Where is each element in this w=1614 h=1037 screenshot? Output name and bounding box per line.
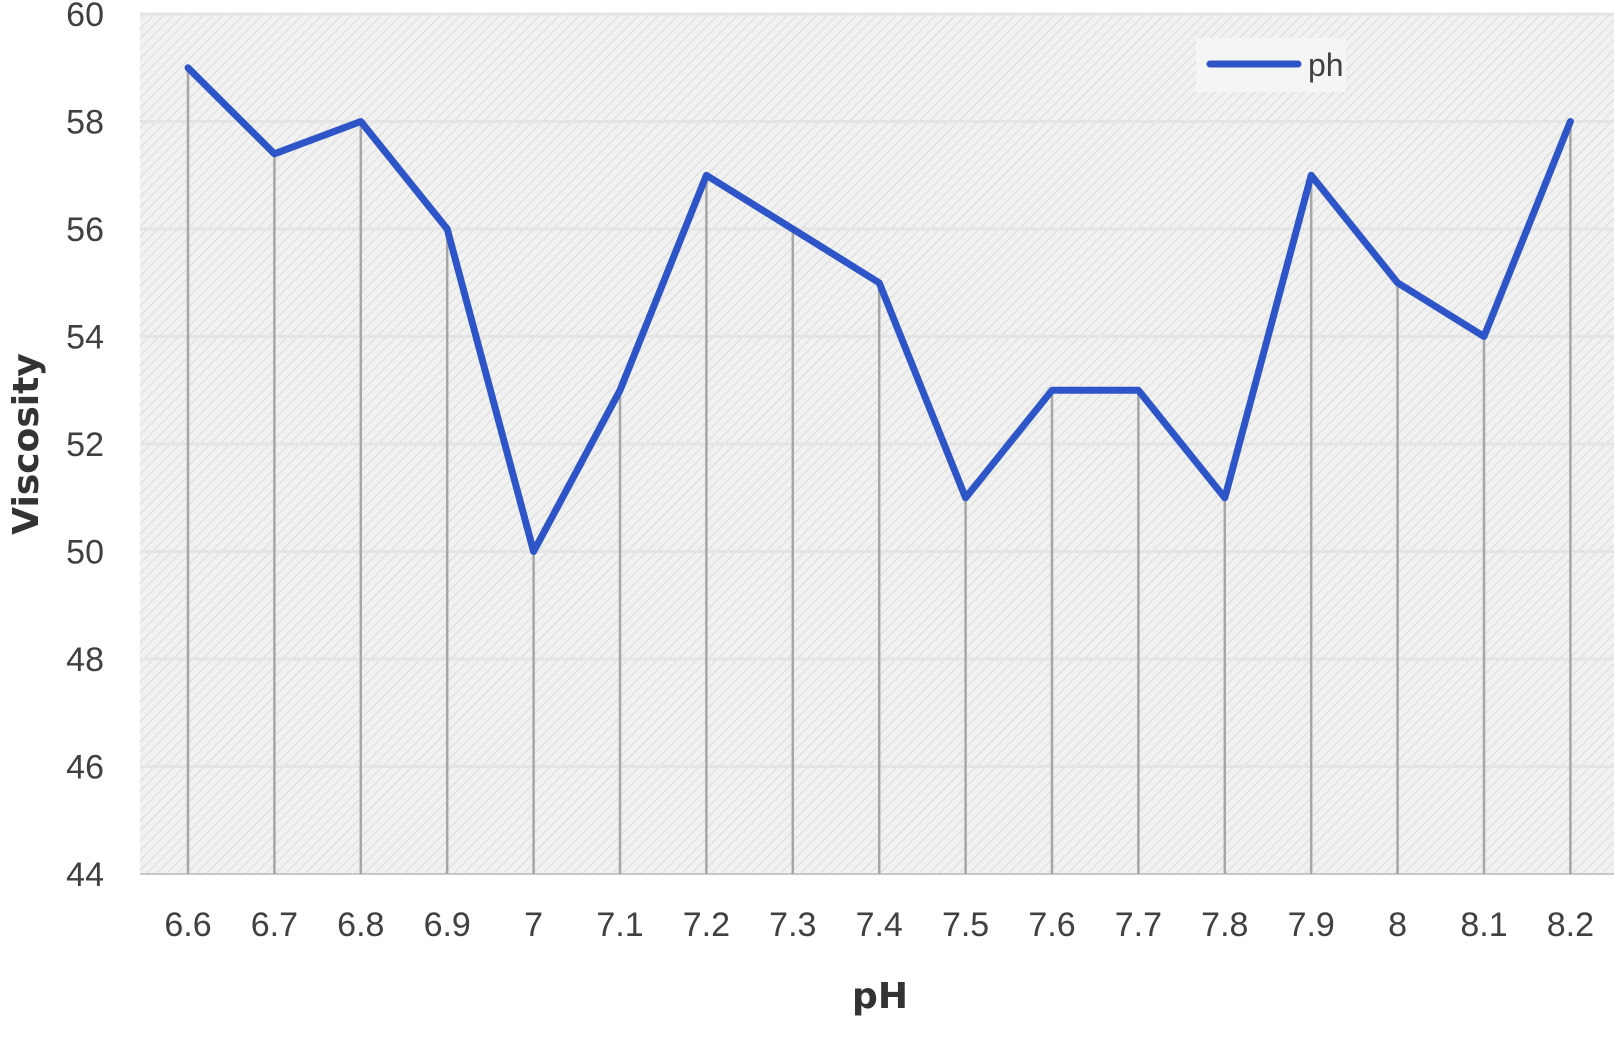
- x-tick-label: 7.6: [1028, 906, 1075, 944]
- y-tick-label: 44: [66, 856, 104, 894]
- x-tick-label: 7.3: [769, 906, 816, 944]
- x-tick-label: 7.4: [856, 906, 903, 944]
- y-tick-label: 48: [66, 641, 104, 679]
- series-layer: [184, 64, 1574, 555]
- x-axis-title: pH: [852, 976, 908, 1017]
- y-axis-ticks: 44 46 48 50 52 54 56 58 60: [66, 0, 104, 894]
- gridlines: [140, 12, 1614, 875]
- x-tick-label: 7.2: [683, 906, 730, 944]
- drop-lines: [186, 67, 1572, 874]
- y-tick-label: 46: [66, 749, 104, 787]
- x-tick-label: 7.1: [596, 906, 643, 944]
- x-tick-label: 7.7: [1115, 906, 1162, 944]
- x-tick-label: 6.9: [424, 906, 471, 944]
- legend: ph: [1196, 38, 1346, 92]
- x-tick-label: 7.5: [942, 906, 989, 944]
- x-tick-label: 6.8: [337, 906, 384, 944]
- legend-label: ph: [1308, 47, 1344, 83]
- x-tick-label: 8.2: [1547, 906, 1594, 944]
- x-tick-label: 8: [1388, 906, 1407, 944]
- series-line-ph: [184, 64, 1574, 555]
- x-tick-label: 6.6: [164, 906, 211, 944]
- x-axis-ticks: 6.6 6.7 6.8 6.9 7 7.1 7.2 7.3 7.4 7.5 7.6 7.7 7.8 7.9…: [164, 906, 1594, 944]
- x-tick-label: 6.7: [251, 906, 298, 944]
- y-axis-title: Viscosity: [6, 353, 47, 535]
- y-tick-label: 50: [66, 534, 104, 572]
- x-tick-label: 7.9: [1288, 906, 1335, 944]
- x-tick-label: 7: [524, 906, 543, 944]
- y-tick-label: 56: [66, 211, 104, 249]
- y-tick-label: 58: [66, 104, 104, 142]
- y-tick-label: 60: [66, 0, 104, 34]
- y-tick-label: 54: [66, 319, 104, 357]
- x-tick-label: 8.1: [1460, 906, 1507, 944]
- y-tick-label: 52: [66, 426, 104, 464]
- x-tick-label: 7.8: [1201, 906, 1248, 944]
